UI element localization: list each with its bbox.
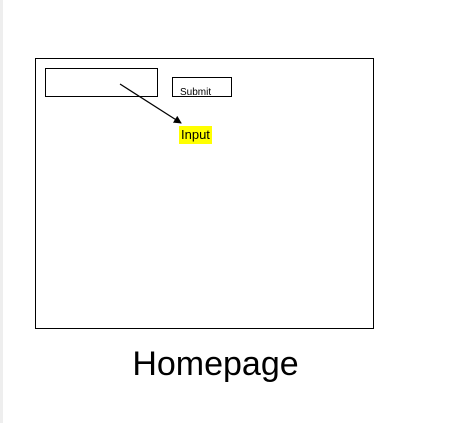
diagram-caption: Homepage bbox=[132, 345, 299, 383]
page-left-border bbox=[0, 0, 3, 423]
wireframe-submit-button: Submit bbox=[172, 77, 232, 98]
homepage-wireframe-frame bbox=[35, 58, 374, 329]
wireframe-input-box bbox=[45, 68, 158, 97]
input-annotation-label: Input bbox=[179, 126, 212, 144]
submit-label: Submit bbox=[180, 87, 212, 98]
